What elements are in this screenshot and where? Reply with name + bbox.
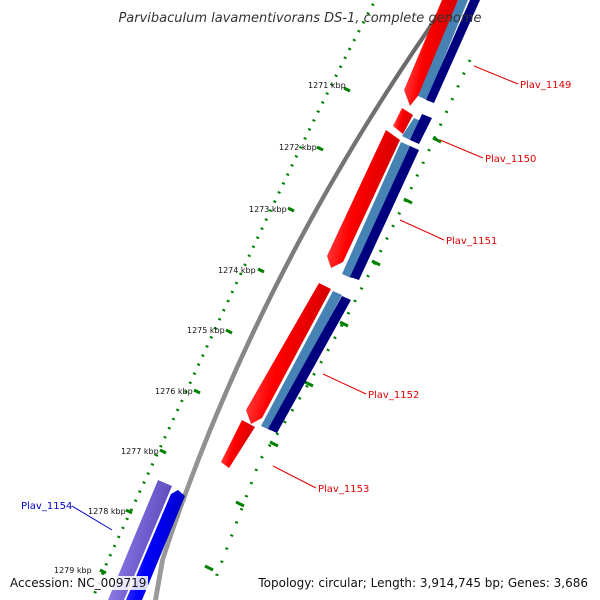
map-title: Parvibaculum lavamentivorans DS-1, compl…: [118, 11, 481, 26]
tick-label-1275: 1275 kbp: [187, 326, 225, 335]
label-leader-lines: [71, 65, 519, 531]
outer-ring-ticks: [204, 136, 442, 572]
cds-plav-1152-shape[interactable]: [246, 283, 331, 424]
major-ticks: [99, 86, 351, 575]
gene-label-plav-1149[interactable]: Plav_1149: [520, 80, 571, 91]
accession-label: Accession: NC_009719: [8, 576, 149, 590]
tick-label-1277: 1277 kbp: [121, 447, 159, 456]
genome-summary-label: Topology: circular; Length: 3,914,745 bp…: [256, 576, 590, 590]
gene-label-plav-1150[interactable]: Plav_1150: [485, 154, 536, 165]
gene-label-plav-1154[interactable]: Plav_1154: [21, 501, 72, 512]
outer-dotted-ring: [213, 59, 472, 581]
gene-label-plav-1152[interactable]: Plav_1152: [368, 390, 419, 401]
gene-labels: Plav_1149 Plav_1150 Plav_1151 Plav_1152 …: [21, 80, 571, 512]
tick-label-1278: 1278 kbp: [88, 507, 126, 516]
tick-labels: 1271 kbp 1272 kbp 1273 kbp 1274 kbp 1275…: [54, 81, 346, 575]
gene-label-plav-1151[interactable]: Plav_1151: [446, 236, 497, 247]
reverse-cds-features: [108, 480, 185, 600]
cds-plav-1151-shape[interactable]: [327, 130, 400, 268]
tick-label-1272: 1272 kbp: [279, 143, 317, 152]
tick-label-1274: 1274 kbp: [218, 266, 256, 275]
gene-label-plav-1153[interactable]: Plav_1153: [318, 484, 369, 495]
tick-label-1279: 1279 kbp: [54, 566, 92, 575]
forward-cds-features: [221, 0, 458, 468]
tick-label-1276: 1276 kbp: [155, 387, 193, 396]
cds-plav-1149-shape[interactable]: [404, 0, 458, 106]
tick-label-1273: 1273 kbp: [249, 205, 287, 214]
blast-hit-shape: [108, 480, 172, 600]
cds-plav-1154-shape[interactable]: [126, 490, 185, 600]
dark-blue-features: [268, 0, 480, 433]
cds-plav-1153-shape[interactable]: [221, 420, 255, 468]
tick-label-1271: 1271 kbp: [308, 81, 346, 90]
cds-plav-1150-shape[interactable]: [393, 108, 413, 134]
